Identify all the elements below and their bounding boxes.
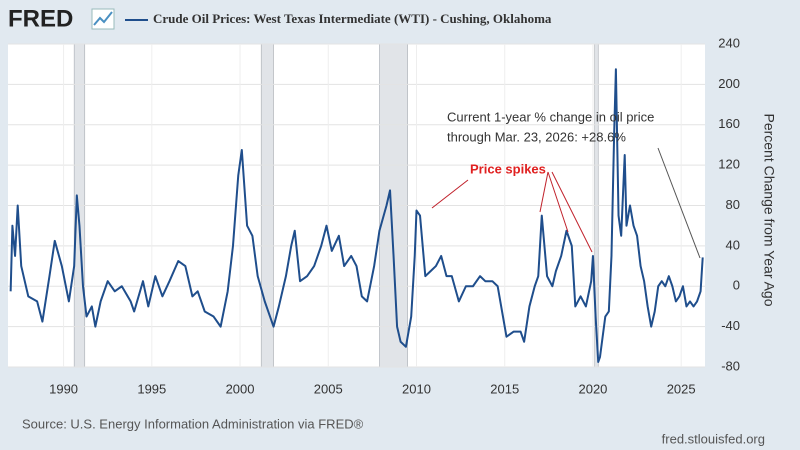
annotation-arrows bbox=[431, 171, 593, 253]
annotation: through Mar. 23, 2026: +28.6% bbox=[447, 129, 626, 144]
logo-icon bbox=[91, 8, 115, 30]
y-tick-label: 120 bbox=[718, 157, 740, 172]
y-tick-label: 160 bbox=[718, 116, 740, 131]
x-tick-label: 2005 bbox=[314, 381, 343, 396]
y-tick-label: 240 bbox=[718, 35, 740, 50]
annotation-arrow bbox=[657, 147, 701, 259]
x-tick-label: 2020 bbox=[578, 381, 607, 396]
y-tick-label: -40 bbox=[721, 318, 740, 333]
y-tick-label: 0 bbox=[733, 278, 740, 293]
source: Source: U.S. Energy Information Administ… bbox=[22, 416, 364, 431]
x-tick-label: 2015 bbox=[490, 381, 519, 396]
annotation: Current 1-year % change in oil price bbox=[447, 109, 654, 124]
x-tick-label: 2000 bbox=[226, 381, 255, 396]
y-tick-label: -80 bbox=[721, 358, 740, 373]
x-tick-label: 1995 bbox=[137, 381, 166, 396]
logo: FRED bbox=[8, 5, 73, 32]
y-tick-label: 40 bbox=[726, 237, 740, 252]
data-line bbox=[9, 68, 704, 363]
y-axis-label: Percent Change from Year Ago bbox=[761, 113, 777, 306]
x-tick-label: 2025 bbox=[667, 381, 696, 396]
website: fred.stlouisfed.org bbox=[662, 431, 765, 446]
y-tick-label: 200 bbox=[718, 76, 740, 91]
x-tick-label: 2010 bbox=[402, 381, 431, 396]
x-tick-label: 1990 bbox=[49, 381, 78, 396]
annotation: Price spikes bbox=[470, 161, 546, 176]
legend-label: Crude Oil Prices: West Texas Intermediat… bbox=[153, 11, 552, 26]
y-tick-label: 80 bbox=[726, 197, 740, 212]
